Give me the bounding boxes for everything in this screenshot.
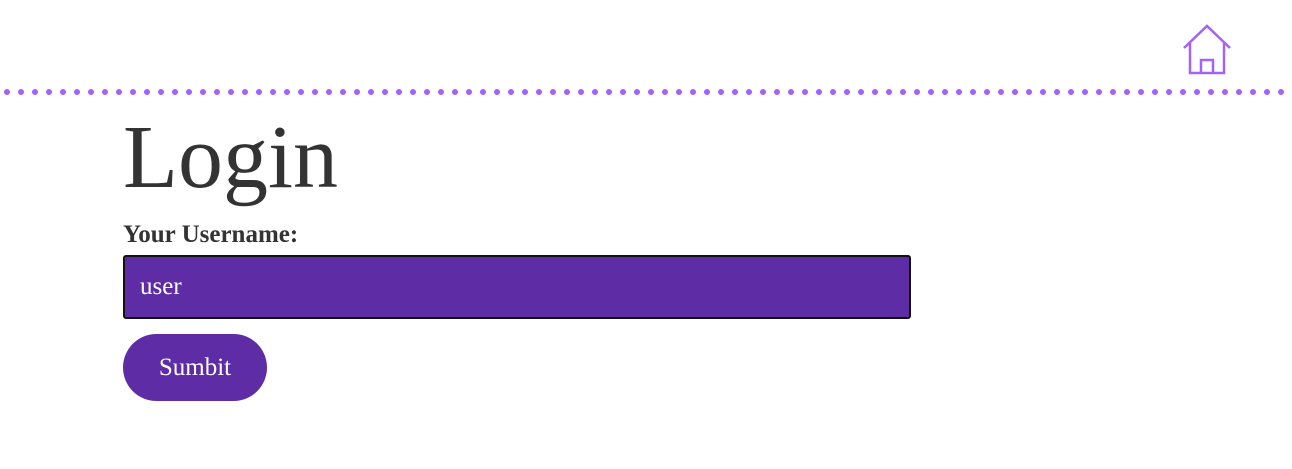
page-title: Login bbox=[123, 108, 338, 207]
username-input[interactable] bbox=[123, 255, 911, 319]
username-label: Your Username: bbox=[123, 221, 299, 248]
home-link[interactable] bbox=[1181, 24, 1233, 76]
dotted-divider bbox=[0, 89, 1292, 95]
submit-button[interactable]: Sumbit bbox=[123, 334, 267, 401]
home-icon bbox=[1181, 24, 1233, 76]
login-form: Login Your Username: Sumbit bbox=[123, 108, 923, 401]
header bbox=[0, 0, 1292, 95]
